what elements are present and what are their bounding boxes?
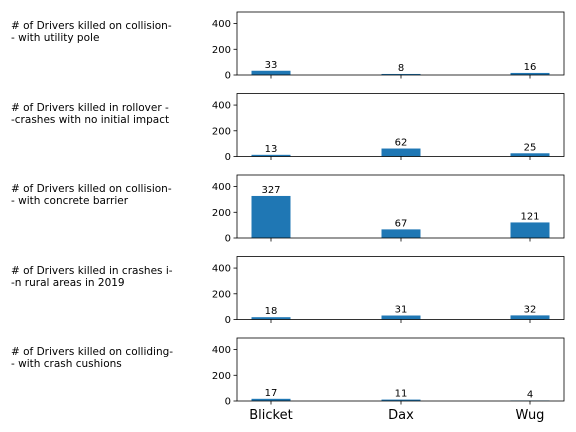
bar xyxy=(381,148,421,157)
bar xyxy=(510,315,550,320)
axes-frame xyxy=(236,11,565,76)
y-tick-label: 200 xyxy=(212,289,231,300)
x-tick-label: Blicket xyxy=(249,408,292,423)
bar xyxy=(251,398,291,401)
y-tick-label: 400 xyxy=(212,264,231,275)
bar xyxy=(510,72,550,75)
x-tick-label: Dax xyxy=(388,408,414,423)
data-label: 18 xyxy=(265,306,278,317)
panel-label: # of Drivers killed in rollover - -crash… xyxy=(11,101,170,126)
bar xyxy=(381,315,421,320)
bar xyxy=(510,153,550,157)
data-label: 121 xyxy=(520,211,539,222)
bar xyxy=(251,70,291,75)
panel-label: # of Drivers killed on colliding- - with… xyxy=(11,346,174,370)
y-tick-label: 200 xyxy=(212,208,231,219)
data-label: 327 xyxy=(261,185,280,196)
data-label: 32 xyxy=(524,304,537,315)
data-label: 31 xyxy=(395,305,408,316)
bar xyxy=(251,154,291,157)
data-label: 13 xyxy=(265,144,278,155)
data-label: 25 xyxy=(524,142,537,153)
data-label: 67 xyxy=(395,218,408,229)
panel-label: # of Drivers killed in crashes i- -n rur… xyxy=(11,264,173,289)
y-tick-label: 400 xyxy=(212,345,231,356)
bar xyxy=(381,73,421,75)
axes-frame xyxy=(236,337,565,402)
bar xyxy=(381,399,421,401)
data-label: 11 xyxy=(395,389,408,400)
y-tick-label: 200 xyxy=(212,371,231,382)
panel-label: # of Drivers killed on collision- - with… xyxy=(11,20,172,44)
axes-frame xyxy=(236,93,565,157)
y-tick-label: 0 xyxy=(225,397,231,408)
data-label: 4 xyxy=(527,389,533,400)
y-tick-label: 0 xyxy=(225,152,231,163)
y-tick-label: 400 xyxy=(212,182,231,193)
y-tick-label: 200 xyxy=(212,45,231,56)
panel-label: # of Drivers killed on collision- - with… xyxy=(11,183,172,207)
data-label: 62 xyxy=(395,138,408,149)
y-tick-label: 400 xyxy=(212,19,231,30)
y-tick-label: 200 xyxy=(212,126,231,137)
bar xyxy=(381,229,421,238)
bar xyxy=(251,317,291,320)
data-label: 17 xyxy=(265,388,278,399)
y-tick-label: 0 xyxy=(225,234,231,245)
y-tick-label: 0 xyxy=(225,71,231,82)
axes-frame xyxy=(236,256,565,320)
bar xyxy=(251,195,291,238)
data-label: 8 xyxy=(398,63,404,74)
data-label: 16 xyxy=(524,62,537,73)
y-tick-label: 0 xyxy=(225,315,231,326)
x-tick-label: Wug xyxy=(516,408,545,423)
y-tick-label: 400 xyxy=(212,101,231,112)
data-label: 33 xyxy=(265,60,278,71)
axes-frame xyxy=(236,174,565,239)
bar xyxy=(510,222,550,238)
